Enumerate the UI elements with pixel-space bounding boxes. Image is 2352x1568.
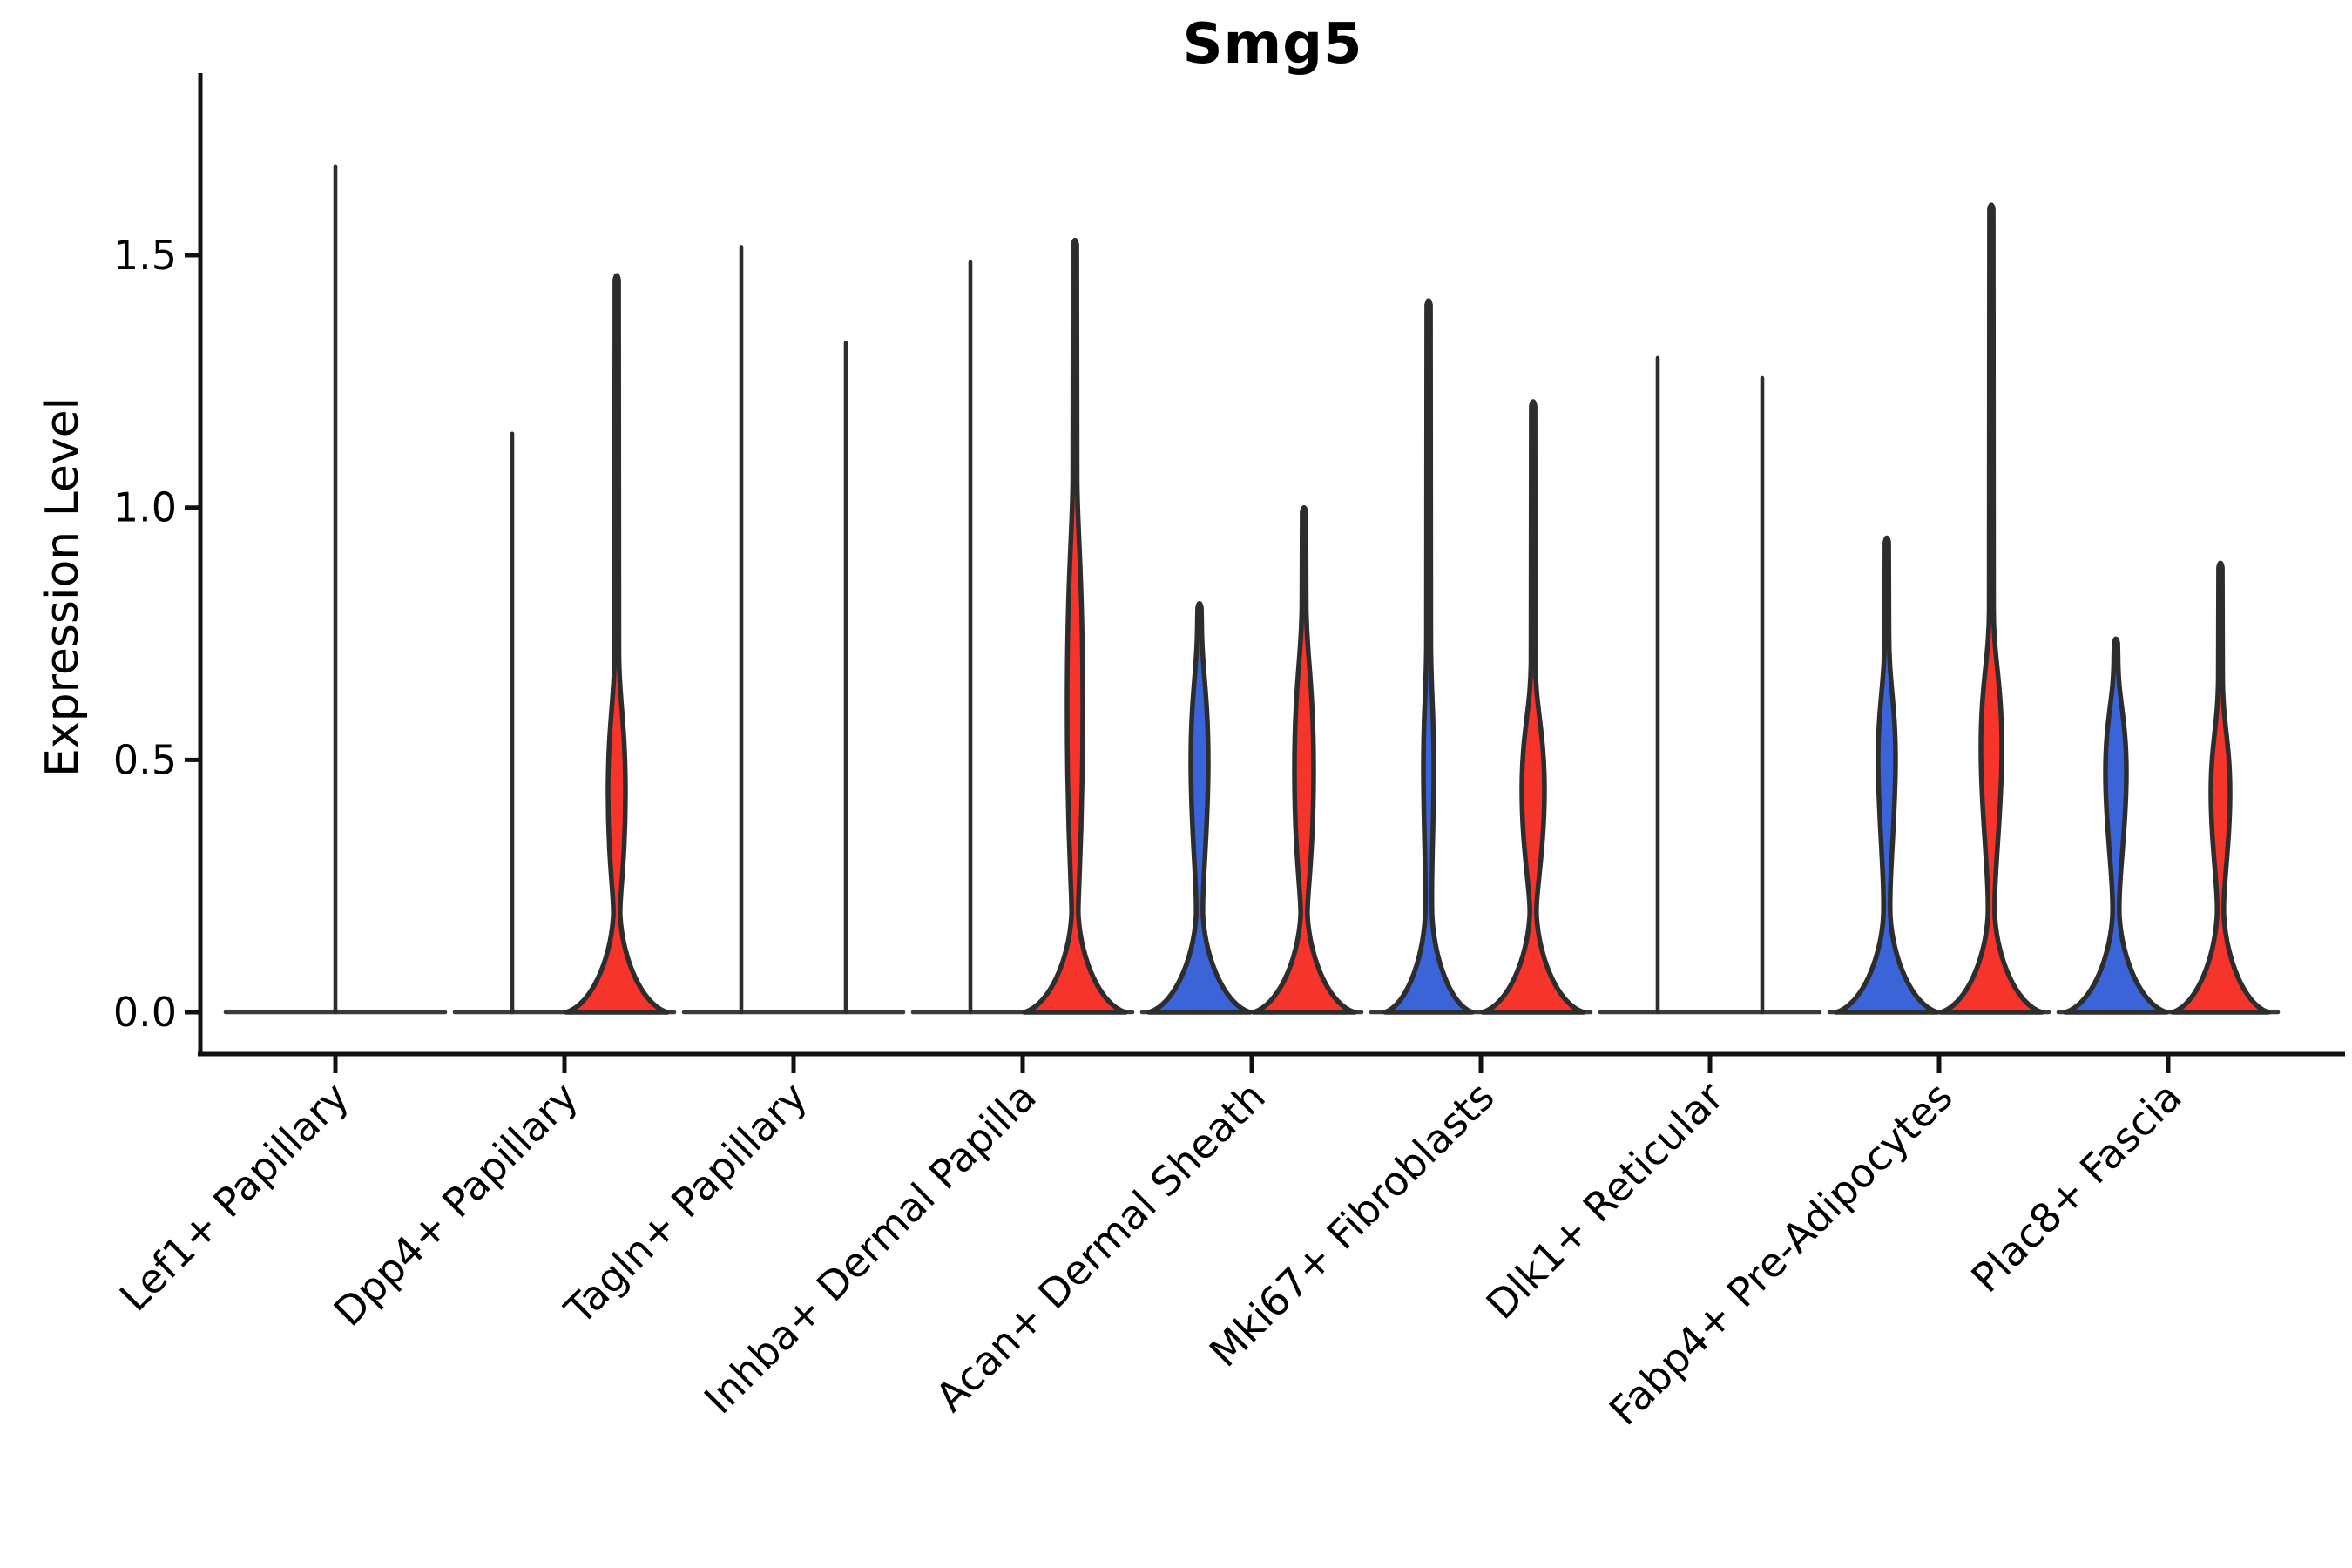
chart-title: Smg5 xyxy=(1182,12,1363,77)
x-tick-label-2: Tagln+ Papillary xyxy=(555,1073,816,1335)
x-tick-label-1: Dpp4+ Papillary xyxy=(325,1073,587,1335)
y-tick-label-2: 1.0 xyxy=(113,484,177,531)
violin-5-red xyxy=(1251,504,1357,1015)
violin-9-red xyxy=(2170,560,2271,1015)
violin-6-blue xyxy=(1382,298,1475,1015)
violin-8-blue xyxy=(1834,535,1940,1015)
x-tick-label-6: Dlk1+ Reticular xyxy=(1477,1073,1733,1328)
violin-2-red xyxy=(564,273,670,1015)
violin-9-blue xyxy=(2063,636,2169,1015)
x-tick-label-8: Plac8+ Fascia xyxy=(1962,1073,2190,1301)
y-tick-label-3: 1.5 xyxy=(113,232,177,279)
x-tick-label-0: Lef1+ Papillary xyxy=(111,1073,358,1321)
violin-8-red xyxy=(1938,202,2044,1015)
violin-5-blue xyxy=(1146,601,1253,1015)
y-tick-label-1: 0.5 xyxy=(113,736,177,783)
y-tick-label-0: 0.0 xyxy=(113,989,177,1036)
violin-6-red xyxy=(1480,399,1586,1015)
y-axis-label: Expression Level xyxy=(37,396,89,778)
violin-4-red xyxy=(1022,237,1128,1015)
